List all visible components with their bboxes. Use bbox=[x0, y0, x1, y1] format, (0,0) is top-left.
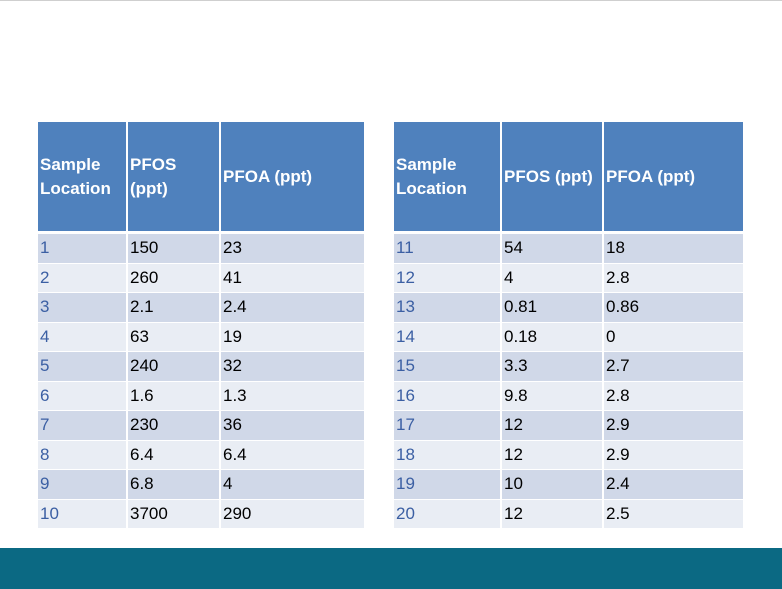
header-sample-location: Sample Location bbox=[38, 122, 128, 234]
table-row: 6 1.6 1.3 bbox=[38, 381, 364, 411]
cell-pfos: 6.4 bbox=[128, 440, 221, 470]
cell-pfoa: 32 bbox=[221, 352, 364, 382]
cell-pfoa: 18 bbox=[604, 234, 743, 264]
cell-pfoa: 2.4 bbox=[221, 293, 364, 323]
cell-pfoa: 0 bbox=[604, 322, 743, 352]
table-row: 17 12 2.9 bbox=[394, 411, 743, 441]
cell-pfoa: 290 bbox=[221, 499, 364, 529]
cell-location: 5 bbox=[38, 352, 128, 382]
cell-pfos: 150 bbox=[128, 234, 221, 264]
table-row: 3 2.1 2.4 bbox=[38, 293, 364, 323]
cell-pfos: 54 bbox=[502, 234, 604, 264]
cell-pfos: 12 bbox=[502, 411, 604, 441]
cell-location: 16 bbox=[394, 381, 502, 411]
table-row: 11 54 18 bbox=[394, 234, 743, 264]
table-row: 7 230 36 bbox=[38, 411, 364, 441]
header-sample-location: Sample Location bbox=[394, 122, 502, 234]
cell-pfoa: 4 bbox=[221, 470, 364, 500]
cell-pfos: 0.81 bbox=[502, 293, 604, 323]
cell-pfos: 3.3 bbox=[502, 352, 604, 382]
cell-location: 7 bbox=[38, 411, 128, 441]
cell-pfos: 3700 bbox=[128, 499, 221, 529]
cell-location: 4 bbox=[38, 322, 128, 352]
table-row: 19 10 2.4 bbox=[394, 470, 743, 500]
cell-pfoa: 0.86 bbox=[604, 293, 743, 323]
table-row: 16 9.8 2.8 bbox=[394, 381, 743, 411]
cell-pfos: 0.18 bbox=[502, 322, 604, 352]
cell-location: 14 bbox=[394, 322, 502, 352]
cell-pfoa: 2.9 bbox=[604, 411, 743, 441]
cell-location: 17 bbox=[394, 411, 502, 441]
cell-location: 19 bbox=[394, 470, 502, 500]
cell-pfoa: 41 bbox=[221, 263, 364, 293]
cell-pfoa: 2.4 bbox=[604, 470, 743, 500]
cell-pfoa: 23 bbox=[221, 234, 364, 264]
cell-pfos: 230 bbox=[128, 411, 221, 441]
cell-pfoa: 2.5 bbox=[604, 499, 743, 529]
cell-location: 9 bbox=[38, 470, 128, 500]
cell-pfos: 10 bbox=[502, 470, 604, 500]
table-row: 8 6.4 6.4 bbox=[38, 440, 364, 470]
table-row: 4 63 19 bbox=[38, 322, 364, 352]
cell-location: 11 bbox=[394, 234, 502, 264]
header-pfoa: PFOA (ppt) bbox=[221, 122, 364, 234]
header-pfos: PFOS (ppt) bbox=[502, 122, 604, 234]
cell-pfos: 9.8 bbox=[502, 381, 604, 411]
cell-pfoa: 2.8 bbox=[604, 381, 743, 411]
cell-pfos: 4 bbox=[502, 263, 604, 293]
cell-location: 20 bbox=[394, 499, 502, 529]
cell-pfoa: 6.4 bbox=[221, 440, 364, 470]
cell-location: 13 bbox=[394, 293, 502, 323]
cell-pfos: 260 bbox=[128, 263, 221, 293]
cell-pfoa: 2.7 bbox=[604, 352, 743, 382]
cell-location: 2 bbox=[38, 263, 128, 293]
table-row: 10 3700 290 bbox=[38, 499, 364, 529]
header-pfoa: PFOA (ppt) bbox=[604, 122, 743, 234]
table-row: 18 12 2.9 bbox=[394, 440, 743, 470]
table-row: 13 0.81 0.86 bbox=[394, 293, 743, 323]
table-row: 12 4 2.8 bbox=[394, 263, 743, 293]
cell-pfos: 6.8 bbox=[128, 470, 221, 500]
cell-pfoa: 36 bbox=[221, 411, 364, 441]
cell-location: 10 bbox=[38, 499, 128, 529]
sample-table-2: Sample Location PFOS (ppt) PFOA (ppt) 11… bbox=[394, 122, 743, 529]
cell-pfoa: 2.9 bbox=[604, 440, 743, 470]
table-row: 9 6.8 4 bbox=[38, 470, 364, 500]
cell-location: 15 bbox=[394, 352, 502, 382]
cell-pfos: 240 bbox=[128, 352, 221, 382]
table-row: 20 12 2.5 bbox=[394, 499, 743, 529]
footer-bar bbox=[0, 548, 782, 589]
cell-pfos: 12 bbox=[502, 440, 604, 470]
cell-location: 18 bbox=[394, 440, 502, 470]
cell-location: 6 bbox=[38, 381, 128, 411]
table-row: 5 240 32 bbox=[38, 352, 364, 382]
header-row: Sample Location PFOS (ppt) PFOA (ppt) bbox=[394, 122, 743, 234]
table-row: 1 150 23 bbox=[38, 234, 364, 264]
cell-location: 8 bbox=[38, 440, 128, 470]
top-divider bbox=[0, 0, 782, 1]
cell-pfoa: 19 bbox=[221, 322, 364, 352]
cell-pfos: 12 bbox=[502, 499, 604, 529]
header-row: Sample Location PFOS (ppt) PFOA (ppt) bbox=[38, 122, 364, 234]
table-row: 15 3.3 2.7 bbox=[394, 352, 743, 382]
sample-table-1: Sample Location PFOS (ppt) PFOA (ppt) 1 … bbox=[38, 122, 364, 529]
cell-pfoa: 1.3 bbox=[221, 381, 364, 411]
cell-location: 3 bbox=[38, 293, 128, 323]
table-row: 2 260 41 bbox=[38, 263, 364, 293]
cell-location: 12 bbox=[394, 263, 502, 293]
header-pfos: PFOS (ppt) bbox=[128, 122, 221, 234]
cell-pfos: 2.1 bbox=[128, 293, 221, 323]
cell-location: 1 bbox=[38, 234, 128, 264]
table-row: 14 0.18 0 bbox=[394, 322, 743, 352]
cell-pfos: 63 bbox=[128, 322, 221, 352]
cell-pfoa: 2.8 bbox=[604, 263, 743, 293]
cell-pfos: 1.6 bbox=[128, 381, 221, 411]
